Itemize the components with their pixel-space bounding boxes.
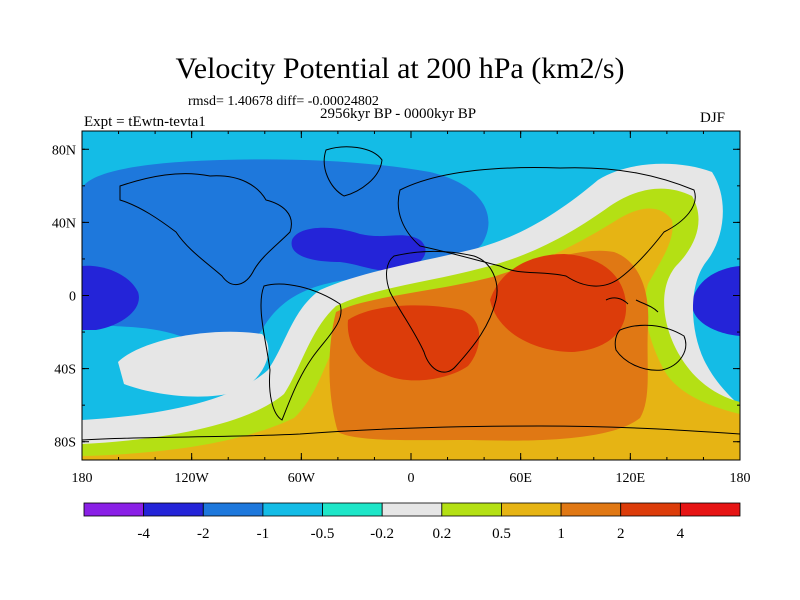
colorbar-label-7: 1 [557,526,565,542]
coastline-north-america [119,173,292,285]
colorbar-label-2: -1 [257,526,270,542]
x-tick-label-3: 0 [408,471,415,486]
colorbar-label-5: 0.2 [432,526,451,542]
colorbar: -4 -2 -1 -0.5 -0.2 0.2 0.5 1 2 4 [83,502,741,542]
rmsd-diff-label: rmsd= 1.40678 diff= -0.00024802 [188,94,379,109]
y-tick-label-1: 40N [52,216,76,231]
colorbar-label-6: 0.5 [492,526,511,542]
region-north-atlantic-core [291,227,426,271]
period-label: 2956kyr BP - 0000kyr BP [320,106,477,122]
colorbar-swatch-8 [560,502,622,517]
colorbar-swatch-10 [679,502,741,517]
x-tick-label-2: 60W [288,471,316,486]
region-indian-ocean-core [490,254,627,352]
y-tick-label-0: 80N [52,143,76,158]
colorbar-label-0: -4 [137,526,150,542]
coastline-greenland [323,146,383,197]
colorbar-swatch-2 [202,502,264,517]
region-west-pacific-low [692,266,740,336]
x-tick-label-6: 180 [730,471,751,486]
coastline-africa [386,251,498,373]
x-tick-label-4: 60E [509,471,532,486]
contour-fill-layer [82,131,740,460]
colorbar-swatch-6 [441,502,502,517]
colorbar-label-3: -0.5 [311,526,335,542]
colorbar-swatch-1 [143,502,204,517]
region-africa-core [347,305,480,381]
coastline-eurasia [397,167,696,287]
coastline-south-america [260,283,342,421]
x-tick-label-1: 120W [175,471,210,486]
season-label: DJF [700,110,726,126]
colorbar-swatch-9 [620,502,681,517]
colorbar-label-9: 4 [677,526,685,542]
region-central-pacific-low [82,265,139,330]
colorbar-swatch-3 [262,502,323,517]
colorbar-swatch-0 [83,502,145,517]
colorbar-label-1: -2 [197,526,210,542]
coastline-maritime-continent [605,297,659,313]
colorbar-label-8: 2 [617,526,625,542]
colorbar-swatch-4 [322,502,383,517]
region-southeast-pacific-band [118,331,269,397]
x-axis: 180 120W 60W 0 60E 120E 180 [72,131,751,486]
region-north-atlantic-low [82,159,489,346]
y-tick-label-2: 0 [69,290,76,305]
y-tick-label-3: 40S [54,363,76,378]
y-tick-label-4: 80S [54,436,76,451]
coastline-layer [82,146,740,441]
experiment-label: Expt = tEwtn-tevta1 [84,114,206,130]
x-tick-label-0: 180 [72,471,93,486]
coastline-antarctica [82,425,740,441]
colorbar-swatch-5 [381,502,443,517]
coastline-australia [614,324,687,371]
y-axis: 80N 40N 0 40S 80S [52,143,740,451]
colorbar-label-4: -0.2 [370,526,394,542]
chart-title: Velocity Potential at 200 hPa (km2/s) [175,52,625,85]
colorbar-swatch-7 [501,502,562,517]
x-tick-label-5: 120E [616,471,646,486]
